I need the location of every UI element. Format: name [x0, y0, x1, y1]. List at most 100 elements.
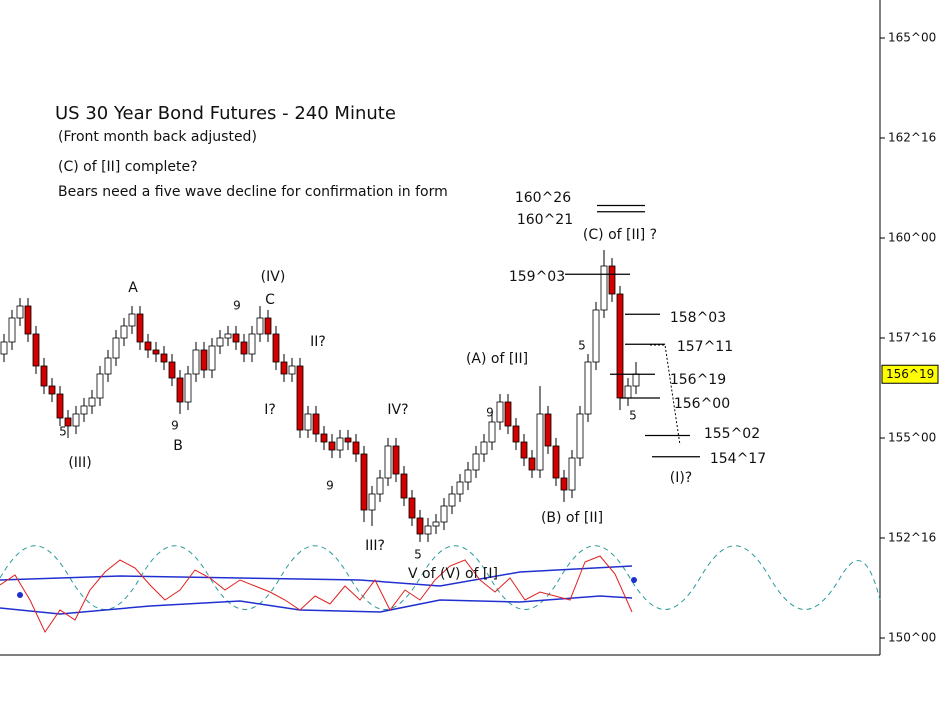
wave-label: 5 — [414, 548, 422, 562]
wave-label: (IV) — [261, 269, 286, 285]
candle-body — [272, 333, 280, 363]
candle-body — [160, 353, 168, 363]
candle-body — [240, 341, 248, 355]
candle-body — [312, 413, 320, 435]
candle-body — [528, 457, 536, 471]
level-label: 160^26 — [515, 190, 571, 206]
candle-body — [296, 365, 304, 431]
candle-body — [336, 437, 344, 451]
candle-body — [368, 493, 376, 511]
candle-body — [424, 525, 432, 535]
y-tick-label: 165^00 — [888, 31, 936, 45]
candle-body — [352, 441, 360, 455]
candle-body — [128, 313, 136, 327]
candle-body — [40, 365, 48, 387]
candle-body — [200, 349, 208, 371]
candle-body — [280, 361, 288, 375]
subtitle: (Front month back adjusted) — [58, 129, 257, 145]
candle-body — [520, 441, 528, 459]
candle-body — [600, 265, 608, 311]
level-label: 156^00 — [674, 396, 730, 412]
candle-body — [464, 469, 472, 483]
candle-body — [56, 393, 64, 419]
candle-body — [592, 309, 600, 363]
candle-body — [384, 445, 392, 479]
candle-body — [168, 361, 176, 379]
upper-band — [0, 565, 633, 587]
last-price-label: 156^19 — [886, 367, 934, 381]
candle-body — [480, 441, 488, 455]
wave-label: (I)? — [670, 470, 692, 486]
candle-body — [328, 441, 336, 451]
wave-label: 9 — [233, 299, 241, 313]
candle-body — [216, 337, 224, 347]
oscillator-line — [0, 555, 633, 634]
wave-label: A — [128, 280, 138, 296]
wave-label: II? — [310, 334, 326, 350]
candle-body — [88, 397, 96, 407]
y-tick-label: 160^00 — [888, 231, 936, 245]
candle-body — [304, 413, 312, 431]
wave-label: 9 — [171, 419, 179, 433]
wave-label: (III) — [68, 455, 91, 471]
wave-label: I? — [264, 402, 276, 418]
candle-body — [16, 305, 24, 319]
wave-label: C — [265, 292, 275, 308]
candle-body — [224, 333, 232, 339]
y-tick-label: 157^16 — [888, 331, 936, 345]
candle-body — [496, 401, 504, 423]
candle-body — [48, 385, 56, 395]
candle-body — [104, 357, 112, 375]
candle-body — [560, 477, 568, 491]
candle-body — [408, 497, 416, 519]
candle-body — [248, 333, 256, 355]
level-label: 158^03 — [670, 310, 726, 326]
candle-body — [504, 401, 512, 427]
lower-band — [0, 595, 633, 615]
candle-body — [192, 349, 200, 375]
candle-body — [120, 325, 128, 339]
candle-body — [456, 481, 464, 495]
wave-label: (C) of [II] ? — [583, 227, 657, 243]
level-label: 159^03 — [509, 269, 565, 285]
candle-body — [136, 313, 144, 343]
candle-body — [8, 317, 16, 343]
level-label: 157^11 — [677, 339, 733, 355]
note: (C) of [II] complete? — [58, 159, 198, 175]
candle-body — [64, 417, 72, 427]
candle-body — [416, 517, 424, 535]
candle-body — [320, 433, 328, 443]
candle-body — [80, 405, 88, 415]
candle-body — [264, 317, 272, 335]
wave-label: 5 — [629, 409, 637, 423]
candle-body — [112, 337, 120, 359]
candle-body — [232, 333, 240, 343]
wave-label: III? — [365, 538, 385, 554]
candle-body — [288, 365, 296, 375]
wave-label: V of (V) of [I] — [408, 566, 498, 582]
dot — [631, 577, 637, 583]
level-label: 155^02 — [704, 426, 760, 442]
candle-body — [360, 453, 368, 511]
candle-body — [488, 421, 496, 443]
candle-body — [608, 265, 616, 295]
candle-body — [96, 373, 104, 399]
candle-body — [152, 349, 160, 355]
y-tick-label: 162^16 — [888, 131, 936, 145]
wave-label: 9 — [326, 479, 334, 493]
y-tick-label: 152^16 — [888, 531, 936, 545]
wave-label: 9 — [486, 406, 494, 420]
wave-label: 5 — [578, 339, 586, 353]
candle-body — [584, 361, 592, 415]
candle-body — [208, 345, 216, 371]
candle-body — [536, 413, 544, 471]
candle-body — [144, 341, 152, 351]
level-label: 156^19 — [670, 372, 726, 388]
level-label: 160^21 — [517, 212, 573, 228]
candle-body — [184, 373, 192, 403]
y-tick-label: 155^00 — [888, 431, 936, 445]
candle-body — [176, 377, 184, 403]
candle-body — [256, 317, 264, 335]
oscillator — [0, 545, 881, 634]
